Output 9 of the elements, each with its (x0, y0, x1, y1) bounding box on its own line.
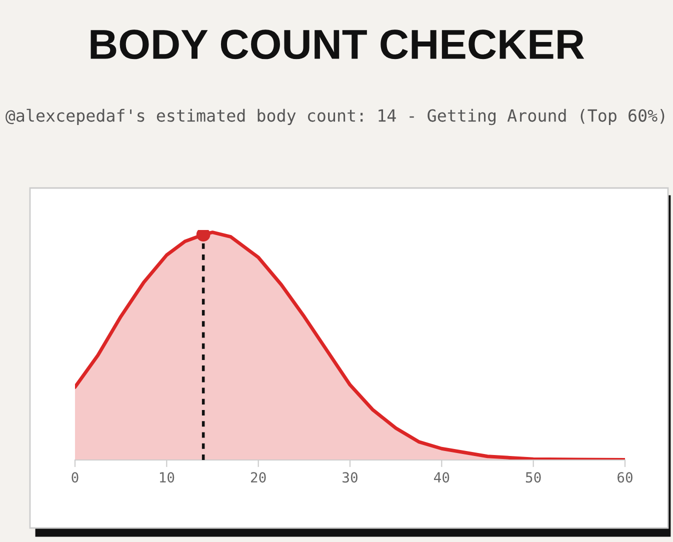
x-tick-label: 10 (160, 472, 174, 483)
chart-subtitle: @alexcepedaf's estimated body count: 14 - Getting Around (Top 60%) (6, 108, 664, 126)
x-tick-label: 60 (618, 472, 632, 483)
x-tick-label: 20 (251, 472, 266, 483)
x-tick-label: 0 (72, 472, 78, 483)
x-tick-label: 40 (434, 472, 450, 483)
x-tick-label: 30 (342, 472, 358, 483)
x-tick-label: 50 (526, 472, 541, 483)
chart-title: BODY COUNT CHECKER (90, 30, 584, 60)
